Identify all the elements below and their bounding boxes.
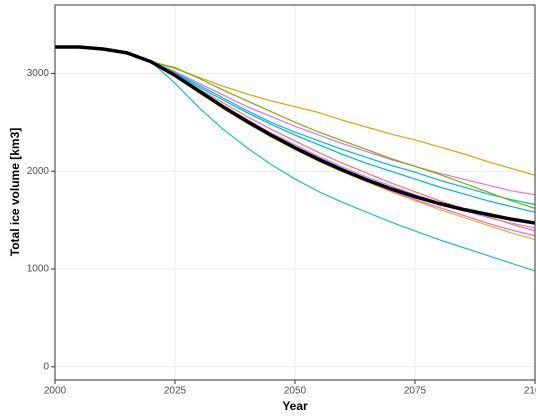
x-tick-label: 2050 (284, 386, 307, 397)
series-line (150, 61, 536, 209)
y-axis-title: Total ice volume [km3] (8, 128, 22, 256)
series-line (55, 45, 536, 225)
x-tick-label: 2025 (164, 386, 187, 397)
series-line (150, 61, 536, 213)
x-axis-title: Year (282, 399, 308, 413)
y-tick-label: 0 (43, 361, 49, 372)
y-tick-label: 1000 (27, 264, 50, 275)
x-tick-label: 2075 (404, 386, 427, 397)
x-tick-label: 2000 (44, 386, 67, 397)
series-line (150, 61, 536, 206)
series-line (150, 61, 536, 272)
series-line (150, 61, 536, 176)
y-tick-label: 3000 (27, 68, 50, 79)
series-line (150, 61, 536, 196)
x-tick-label: 2100 (524, 386, 536, 397)
y-tick-label: 2000 (27, 166, 50, 177)
plot-border (54, 4, 536, 381)
